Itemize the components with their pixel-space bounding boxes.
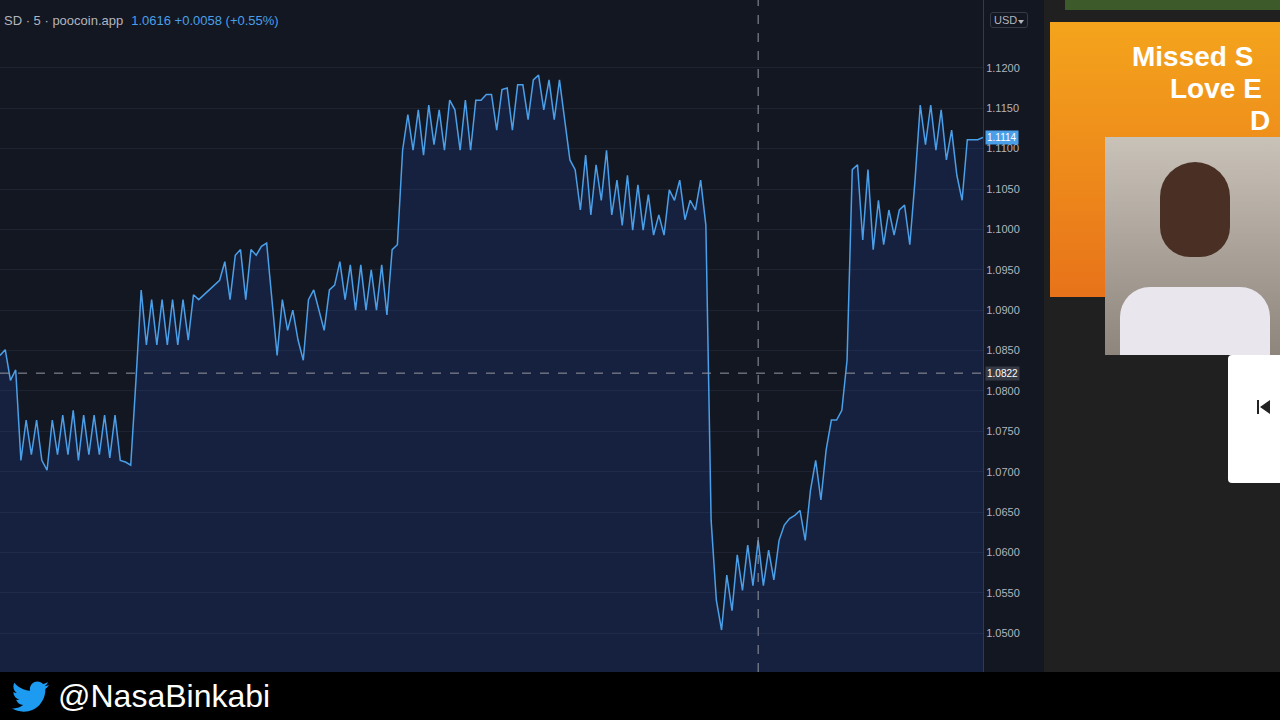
html-text:USD: USD — [994, 14, 1018, 26]
html-text:1.0616 +0.0058 (+0.55%): 1.0616 +0.0058 (+0.55%) — [131, 13, 279, 28]
html-text:SD · 5 · poocoin.app: SD · 5 · poocoin.app — [4, 13, 124, 28]
svg-text:1.0650: 1.0650 — [986, 506, 1020, 518]
html-text:@NasaBinkabi: @NasaBinkabi — [58, 678, 271, 714]
svg-text:1.1000: 1.1000 — [986, 223, 1020, 235]
svg-text:1.0500: 1.0500 — [986, 627, 1020, 639]
svg-text:1.0850: 1.0850 — [986, 344, 1020, 356]
svg-text:1.0800: 1.0800 — [986, 385, 1020, 397]
svg-text:1.1050: 1.1050 — [986, 183, 1020, 195]
svg-text:1.0550: 1.0550 — [986, 587, 1020, 599]
svg-text:1.1150: 1.1150 — [986, 102, 1019, 114]
html-text:D: D — [1250, 105, 1271, 136]
svg-text:1.0700: 1.0700 — [986, 466, 1020, 478]
svg-text:1.1100: 1.1100 — [986, 142, 1019, 154]
html-text:Love E: Love E — [1170, 73, 1262, 104]
svg-text:1.1200: 1.1200 — [986, 62, 1020, 74]
svg-text:1.0822: 1.0822 — [987, 368, 1018, 379]
svg-text:1.0750: 1.0750 — [986, 425, 1020, 437]
svg-text:1.0950: 1.0950 — [986, 264, 1020, 276]
svg-text:1.0600: 1.0600 — [986, 546, 1020, 558]
svg-text:1.0900: 1.0900 — [986, 304, 1020, 316]
svg-text:1.1114: 1.1114 — [987, 132, 1017, 143]
html-text:Missed S: Missed S — [1132, 41, 1254, 72]
